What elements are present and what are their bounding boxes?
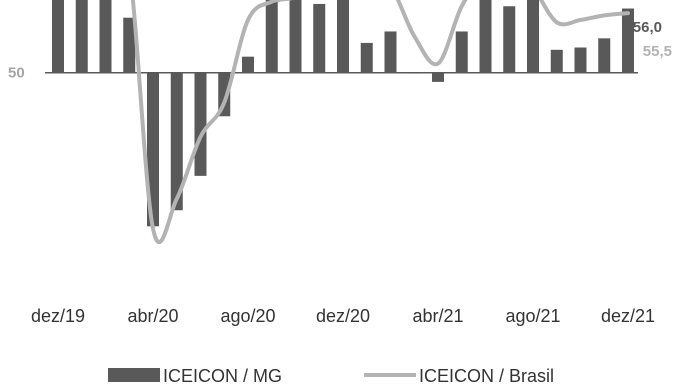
x-tick-label: dez/20 <box>316 306 370 326</box>
bar-mar/21 <box>408 72 421 74</box>
bar-jan/21 <box>360 42 373 73</box>
bar-dez/21 <box>622 8 634 73</box>
legend-mg-label: ICEICON / MG <box>163 366 282 384</box>
bar-abr/21 <box>432 72 444 82</box>
x-tick-label: abr/21 <box>412 306 463 326</box>
bar-ago/21 <box>527 0 539 73</box>
bar-fev/21 <box>384 31 397 73</box>
bar-set/20 <box>265 0 278 73</box>
legend-brasil-label: ICEICON / Brasil <box>419 366 554 384</box>
x-tick-label: dez/19 <box>31 306 85 326</box>
bar-out/20 <box>289 0 302 73</box>
mg-bars <box>52 0 634 227</box>
bar-set/21 <box>550 49 563 73</box>
x-tick-label: ago/21 <box>505 306 560 326</box>
y-tick-label-50: 50 <box>8 65 25 82</box>
bar-nov/20 <box>313 3 326 73</box>
bar-mar/20 <box>123 17 136 73</box>
bar-dez/20 <box>337 0 349 73</box>
bar-jun/21 <box>479 0 492 73</box>
bar-jan/20 <box>75 0 88 73</box>
bar-mai/20 <box>170 72 183 211</box>
x-tick-label: ago/20 <box>220 306 275 326</box>
x-tick-labels: dez/19 abr/20 ago/20 dez/20 abr/21 ago/21 dez/… <box>31 306 655 326</box>
mg-end-label: 56,0 <box>633 19 662 36</box>
bar-fev/20 <box>99 0 112 73</box>
bar-dez/19 <box>52 0 64 73</box>
brasil-end-label: 55,5 <box>643 43 672 60</box>
bar-ago/20 <box>242 56 254 73</box>
x-tick-label: abr/20 <box>127 306 178 326</box>
bar-out/21 <box>574 47 587 73</box>
legend-mg-swatch <box>108 368 160 382</box>
x-tick-label: dez/21 <box>601 306 655 326</box>
bar-jul/21 <box>503 6 516 73</box>
brasil-line <box>130 0 630 245</box>
bar-nov/21 <box>598 38 611 73</box>
bar-jun/20 <box>194 72 207 176</box>
bar-mai/21 <box>455 31 468 73</box>
legend: ICEICON / MG ICEICON / Brasil <box>108 366 554 384</box>
